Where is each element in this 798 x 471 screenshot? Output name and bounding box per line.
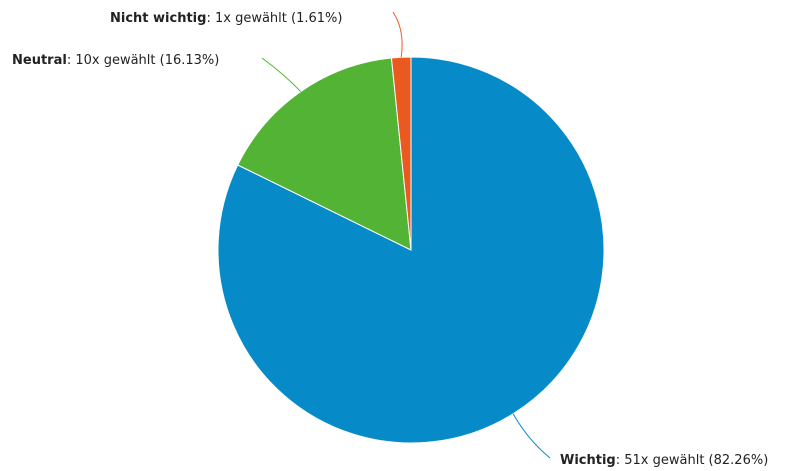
label-neutral-colon: : (67, 53, 76, 68)
label-neutral: Neutral: 10x gewählt (16.13%) (12, 53, 219, 68)
label-wichtig-detail: 51x gewählt (82.26%) (624, 453, 768, 468)
label-neutral-detail: 10x gewählt (16.13%) (75, 53, 219, 68)
label-wichtig-name: Wichtig (560, 453, 616, 468)
label-neutral-name: Neutral (12, 53, 67, 68)
label-nicht-wichtig-name: Nicht wichtig (110, 11, 206, 26)
label-wichtig: Wichtig: 51x gewählt (82.26%) (560, 453, 768, 468)
slices-layer (217, 56, 605, 444)
label-wichtig-colon: : (616, 453, 625, 468)
connector-wichtig (512, 413, 551, 459)
label-nicht-wichtig: Nicht wichtig: 1x gewählt (1.61%) (110, 11, 342, 26)
connector-neutral (261, 57, 302, 92)
pie-slice-neutral[interactable] (237, 57, 412, 251)
connectors-layer (261, 11, 551, 459)
connector-nicht-wichtig (392, 11, 403, 58)
label-nicht-wichtig-colon: : (206, 11, 215, 26)
label-nicht-wichtig-detail: 1x gewählt (1.61%) (215, 11, 342, 26)
